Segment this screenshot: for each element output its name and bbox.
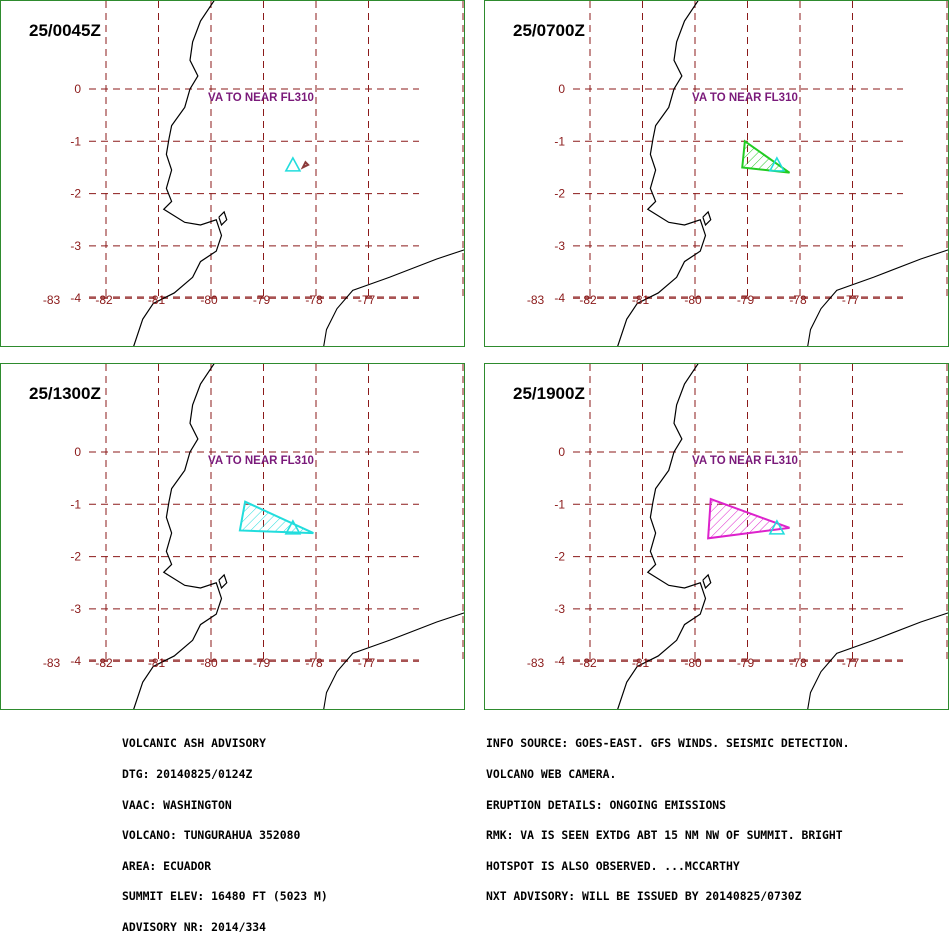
- lat-label: -2: [554, 187, 565, 201]
- lon-label: -77: [842, 293, 860, 307]
- lon-label: -81: [632, 293, 650, 307]
- forecast-panel-4: 0 -1 -2 -3 -4 -83 -82 -81 -80 -79 -78 -77 VA TO NEAR…: [484, 363, 949, 710]
- coastline: [617, 364, 707, 709]
- ash-cloud-polygon: [300, 160, 310, 170]
- coastline: [133, 1, 223, 346]
- map-svg: 0 -1 -2 -3 -4 -83 -82 -81 -80 -79 -78 -77 VA TO NEAR…: [43, 1, 464, 346]
- lat-label: -1: [70, 134, 81, 148]
- lon-label: -78: [789, 293, 807, 307]
- forecast-panel-3: 0 -1 -2 -3 -4 -83 -82 -81 -80 -79 -78 -77 VA TO NEAR…: [0, 363, 465, 710]
- lon-label: -78: [305, 656, 323, 670]
- lon-label: -80: [684, 293, 702, 307]
- lon-label: -80: [200, 656, 218, 670]
- lat-label: -4: [554, 291, 565, 305]
- lat-label: -1: [554, 497, 565, 511]
- lat-label: -4: [70, 654, 81, 668]
- lon-label: -79: [253, 656, 271, 670]
- lon-label: -80: [684, 656, 702, 670]
- altitude-label: VA TO NEAR FL310: [208, 455, 314, 467]
- lon-label: -83: [527, 293, 545, 307]
- border-line: [323, 612, 464, 709]
- advisory-area: AREA: ECUADOR: [122, 858, 212, 873]
- coastline: [133, 364, 223, 709]
- volcano-marker: [284, 519, 302, 535]
- coastline: [702, 210, 712, 227]
- lat-label: -3: [554, 239, 565, 253]
- ash-cloud-polygon: [741, 139, 791, 174]
- lon-label: -78: [789, 656, 807, 670]
- lon-label: -81: [632, 656, 650, 670]
- lat-label: -3: [554, 602, 565, 616]
- advisory-vaac: VAAC: WASHINGTON: [122, 797, 232, 812]
- lat-label: -2: [70, 550, 81, 564]
- border-line: [323, 249, 464, 346]
- lat-label: -1: [554, 134, 565, 148]
- lat-label: -4: [70, 291, 81, 305]
- lat-label: -1: [70, 497, 81, 511]
- ash-cloud-polygon: [707, 497, 790, 540]
- lon-label: -77: [358, 656, 376, 670]
- lat-label: -2: [554, 550, 565, 564]
- border-line: [807, 249, 948, 346]
- advisory-summit: SUMMIT ELEV: 16480 FT (5023 M): [122, 889, 328, 904]
- advisory-right: INFO SOURCE: GOES-EAST. GFS WINDS. SEISM…: [486, 718, 849, 912]
- lon-label: -82: [95, 656, 113, 670]
- lon-label: -83: [43, 656, 61, 670]
- lon-label: -77: [358, 293, 376, 307]
- lat-label: -3: [70, 239, 81, 253]
- lat-label: -4: [554, 654, 565, 668]
- lat-label: 0: [558, 82, 565, 96]
- lon-label: -79: [737, 656, 755, 670]
- lon-label: -79: [253, 293, 271, 307]
- lat-label: 0: [74, 82, 81, 96]
- volcano-marker: [284, 156, 302, 172]
- coastline: [617, 1, 707, 346]
- lat-label: -2: [70, 187, 81, 201]
- lon-label: -82: [579, 656, 597, 670]
- advisory-number: ADVISORY NR: 2014/334: [122, 919, 267, 934]
- advisory-info-source-cont: VOLCANO WEB CAMERA.: [486, 767, 617, 781]
- lon-label: -81: [148, 293, 166, 307]
- advisory-left: VOLCANIC ASH ADVISORY DTG: 20140825/0124…: [122, 718, 328, 942]
- altitude-label: VA TO NEAR FL310: [208, 92, 314, 104]
- advisory-title: VOLCANIC ASH ADVISORY: [122, 736, 267, 751]
- volcano-marker: [768, 519, 786, 535]
- advisory-dtg: DTG: 20140825/0124Z: [122, 767, 253, 781]
- panel-time: 25/0700Z: [513, 21, 585, 40]
- ash-cloud-polygon: [238, 500, 314, 535]
- map-svg: 0 -1 -2 -3 -4 -83 -82 -81 -80 -79 -78 -77 VA TO NEAR…: [43, 364, 464, 709]
- advisory-remarks-cont: HOTSPOT IS ALSO OBSERVED. ...MCCARTHY: [486, 858, 740, 873]
- lat-label: 0: [558, 445, 565, 459]
- lat-label: -3: [70, 602, 81, 616]
- lon-label: -83: [527, 656, 545, 670]
- lon-label: -78: [305, 293, 323, 307]
- advisory-eruption: ERUPTION DETAILS: ONGOING EMISSIONS: [486, 797, 727, 812]
- forecast-panel-1: 0 -1 -2 -3 -4 -83 -82 -81 -80 -79 -78 -77 VA TO NEAR…: [0, 0, 465, 347]
- coastline: [702, 573, 712, 590]
- border-line: [807, 612, 948, 709]
- advisory-volcano: VOLCANO: TUNGURAHUA 352080: [122, 828, 301, 843]
- lon-label: -77: [842, 656, 860, 670]
- coastline: [218, 573, 228, 590]
- panel-time: 25/0045Z: [29, 21, 101, 40]
- map-svg: 0 -1 -2 -3 -4 -83 -82 -81 -80 -79 -78 -77 VA TO NEAR…: [527, 364, 948, 709]
- advisory-next: NXT ADVISORY: WILL BE ISSUED BY 20140825…: [486, 889, 802, 904]
- volcano-marker: [768, 156, 786, 172]
- altitude-label: VA TO NEAR FL310: [692, 92, 798, 104]
- forecast-panel-2: 0 -1 -2 -3 -4 -83 -82 -81 -80 -79 -78 -77 VA TO NEAR…: [484, 0, 949, 347]
- lon-label: -82: [95, 293, 113, 307]
- advisory-info-source: INFO SOURCE: GOES-EAST. GFS WINDS. SEISM…: [486, 736, 850, 751]
- coastline: [218, 210, 228, 227]
- panel-time: 25/1900Z: [513, 384, 585, 403]
- lon-label: -82: [579, 293, 597, 307]
- lon-label: -83: [43, 293, 61, 307]
- advisory-remarks: RMK: VA IS SEEN EXTDG ABT 15 NM NW OF SU…: [486, 828, 843, 843]
- map-svg: 0 -1 -2 -3 -4 -83 -82 -81 -80 -79 -78 -77 VA TO NEAR…: [527, 1, 948, 346]
- lon-label: -80: [200, 293, 218, 307]
- lon-label: -79: [737, 293, 755, 307]
- lon-label: -81: [148, 656, 166, 670]
- altitude-label: VA TO NEAR FL310: [692, 455, 798, 467]
- lat-label: 0: [74, 445, 81, 459]
- panel-time: 25/1300Z: [29, 384, 101, 403]
